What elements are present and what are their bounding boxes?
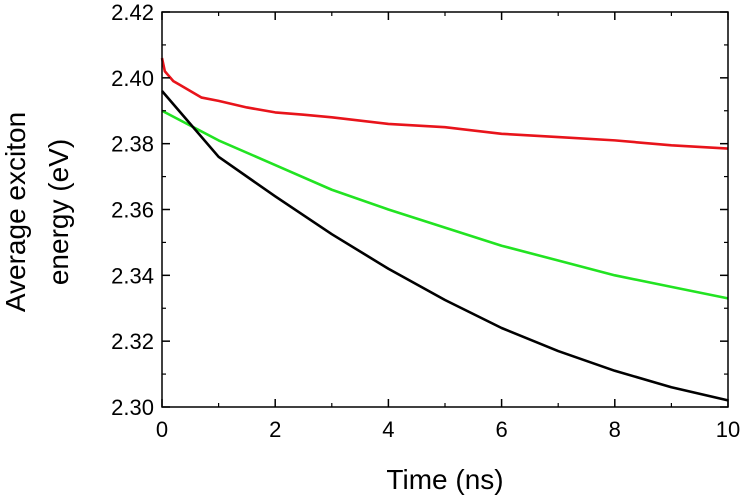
series-line-3 [162, 91, 728, 400]
x-tick-label: 6 [495, 417, 507, 442]
y-tick-label: 2.34 [111, 263, 154, 288]
x-tick-label: 4 [382, 417, 394, 442]
plot-frame [162, 12, 728, 407]
y-axis-label: Average exciton energy (eV) [0, 112, 74, 312]
y-tick-label: 2.36 [111, 198, 154, 223]
x-axis-label: Time (ns) [386, 464, 503, 495]
x-tick-label: 2 [269, 417, 281, 442]
x-tick-label: 0 [156, 417, 168, 442]
y-tick-label: 2.42 [111, 0, 154, 25]
y-tick-label: 2.30 [111, 395, 154, 420]
y-tick-label: 2.38 [111, 132, 154, 157]
x-tick-label: 8 [609, 417, 621, 442]
plot-area [162, 58, 728, 400]
series-line-1 [162, 58, 728, 149]
x-tick-label: 10 [716, 417, 740, 442]
series-line-2 [162, 111, 728, 299]
y-axis-label-line-1: Average exciton [0, 112, 31, 312]
y-axis-label-line-2: energy (eV) [43, 139, 74, 285]
y-tick-label: 2.32 [111, 329, 154, 354]
y-tick-label: 2.40 [111, 66, 154, 91]
